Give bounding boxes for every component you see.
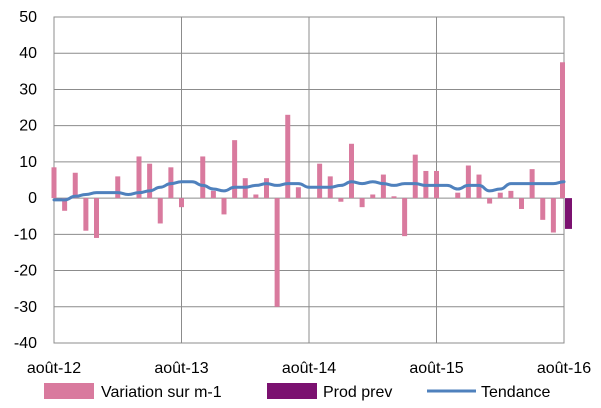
bar (519, 198, 524, 209)
bar (465, 165, 471, 199)
bar (317, 163, 323, 199)
bar (487, 198, 493, 204)
x-tick-label: août-12 (27, 360, 81, 377)
bar (115, 176, 121, 199)
trend-line-layer (52, 180, 566, 202)
bar (412, 154, 418, 199)
y-tick-label: 20 (19, 118, 37, 135)
legend-swatch (44, 383, 94, 399)
y-tick-label: -30 (14, 299, 37, 316)
bar (62, 198, 68, 211)
bar (210, 190, 216, 199)
legend-label: Prod prev (323, 384, 392, 401)
bar (295, 187, 301, 199)
bar (200, 156, 206, 199)
y-tick-label: -10 (14, 226, 37, 243)
y-tick-label: 50 (19, 9, 37, 26)
legend-label: Tendance (481, 384, 550, 401)
bar (455, 192, 461, 199)
legend-swatch (267, 383, 317, 399)
bar (136, 156, 142, 199)
x-tick-label: août-16 (537, 360, 591, 377)
x-tick-label: août-13 (154, 360, 208, 377)
bar (338, 198, 344, 202)
legend-label: Variation sur m-1 (101, 384, 222, 401)
bar (253, 194, 259, 199)
trend-line (52, 180, 566, 202)
bar (51, 167, 57, 199)
y-tick-label: 0 (28, 190, 37, 207)
bar (497, 192, 503, 199)
x-tick-label: août-14 (282, 360, 336, 377)
bar (179, 198, 184, 208)
x-axis-ticks: août-12 août-13 août-14 août-15 août-16 (27, 360, 591, 377)
bar (560, 62, 565, 199)
bar (402, 198, 408, 237)
y-axis-ticks: -40 -30 -20 -10 0 10 20 30 40 50 (14, 9, 37, 352)
bar (380, 174, 386, 199)
bar (391, 196, 397, 199)
y-tick-label: -20 (14, 263, 37, 280)
bar (550, 198, 556, 233)
bar (147, 163, 153, 199)
bar (94, 198, 99, 238)
legend: Variation sur m-1 Prod prev Tendance (44, 383, 550, 401)
bar (565, 198, 572, 229)
y-tick-label: -40 (14, 335, 37, 352)
bar (349, 143, 354, 199)
bar (232, 140, 238, 199)
x-tick-label: août-15 (409, 360, 463, 377)
y-tick-label: 30 (19, 81, 37, 98)
bar (157, 198, 163, 224)
bar (264, 178, 269, 199)
y-tick-label: 10 (19, 154, 37, 171)
bar (540, 198, 546, 220)
bar (508, 190, 514, 199)
bar (370, 194, 376, 199)
bar (83, 198, 89, 231)
bar (359, 198, 365, 208)
bar (221, 198, 227, 215)
gridlines (54, 17, 564, 343)
bar (72, 172, 78, 199)
bar (274, 198, 280, 307)
bar (285, 114, 291, 199)
y-tick-label: 40 (19, 45, 37, 62)
